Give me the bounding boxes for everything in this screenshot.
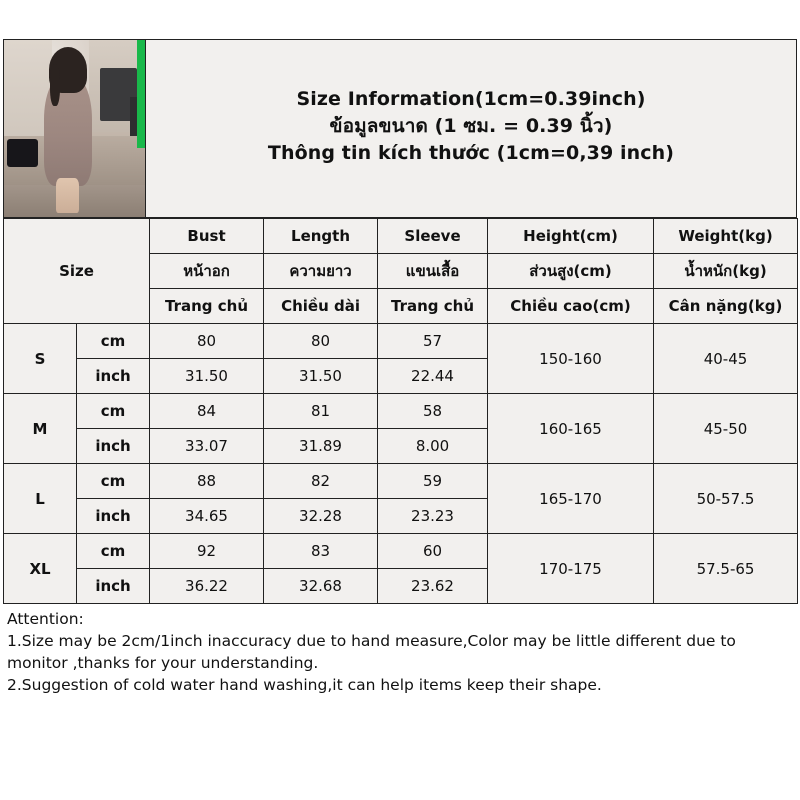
photo-wall-left: [4, 40, 52, 143]
cell-bust-inch: 33.07: [149, 428, 265, 464]
cell-sleeve-inch: 23.62: [377, 568, 489, 604]
title-vi: Thông tin kích thước (1cm=0,39 inch): [267, 142, 675, 165]
product-photo-cell: [4, 40, 146, 217]
row-size-m: M: [3, 393, 77, 464]
header-length-th: ความยาว: [263, 253, 379, 289]
cell-sleeve-inch: 22.44: [377, 358, 489, 394]
cell-length-inch: 31.89: [263, 428, 379, 464]
row-unit-inch: inch: [75, 498, 151, 534]
cell-weight: 40-45: [653, 323, 799, 394]
header-length-vi: Chiều dài: [263, 288, 379, 324]
header-weight-vi: Cân nặng(kg): [653, 288, 799, 324]
cell-bust-inch: 36.22: [149, 568, 265, 604]
header-height-en: Height(cm): [487, 218, 655, 254]
header-band: Size Information(1cm=0.39inch) ข้อมูลขนา…: [3, 39, 797, 218]
cell-bust-inch: 34.65: [149, 498, 265, 534]
row-unit-inch: inch: [75, 428, 151, 464]
cell-length-cm: 80: [263, 323, 379, 359]
cell-length-cm: 83: [263, 533, 379, 569]
cell-sleeve-cm: 59: [377, 463, 489, 499]
cell-bust-cm: 92: [149, 533, 265, 569]
header-size-word: Size: [2, 218, 151, 324]
cell-sleeve-cm: 58: [377, 393, 489, 429]
row-size-xl: XL: [3, 533, 77, 604]
header-height-th: ส่วนสูง(cm): [487, 253, 655, 289]
header-weight-en: Weight(kg): [653, 218, 799, 254]
cell-bust-cm: 84: [149, 393, 265, 429]
table-row: L cm 88 82 59 165-170 50-57.5: [3, 463, 799, 534]
table-row: S cm 80 80 57 150-160 40-45: [3, 323, 799, 394]
row-unit-inch: inch: [75, 568, 151, 604]
attention-line-3: 2.Suggestion of cold water hand washing,…: [7, 676, 602, 694]
cell-length-inch: 32.28: [263, 498, 379, 534]
cell-height: 160-165: [487, 393, 655, 464]
row-size-l: L: [3, 463, 77, 534]
cell-sleeve-cm: 60: [377, 533, 489, 569]
table-row: M cm 84 81 58 160-165 45-50: [3, 393, 799, 464]
cell-length-inch: 31.50: [263, 358, 379, 394]
size-table: Size Bust Length Sleeve Height(cm) Weigh…: [2, 218, 799, 604]
title-th: ข้อมูลขนาด (1 ซม. = 0.39 นิ้ว): [329, 114, 613, 137]
header-sleeve-en: Sleeve: [377, 218, 489, 254]
cell-bust-inch: 31.50: [149, 358, 265, 394]
photo-model-figure: [38, 47, 100, 214]
photo-handbag: [6, 139, 38, 168]
cell-sleeve-inch: 23.23: [377, 498, 489, 534]
table-row: inch 34.65 32.28 23.23: [4, 498, 798, 534]
cell-sleeve-inch: 8.00: [377, 428, 489, 464]
cell-bust-cm: 80: [149, 323, 265, 359]
row-unit-inch: inch: [75, 358, 151, 394]
photo-green-edge: [137, 40, 145, 148]
table-row: inch 31.50 31.50 22.44: [4, 358, 798, 394]
cell-height: 170-175: [487, 533, 655, 604]
header-height-vi: Chiều cao(cm): [487, 288, 655, 324]
model-photo: [4, 40, 145, 217]
header-bust-vi: Trang chủ: [149, 288, 265, 324]
row-unit-cm: cm: [75, 533, 151, 569]
cell-weight: 45-50: [653, 393, 799, 464]
attention-block: Attention: 1.Size may be 2cm/1inch inacc…: [3, 603, 797, 702]
header-weight-th: น้ำหนัก(kg): [653, 253, 799, 289]
photo-hair-side: [49, 63, 60, 106]
header-bust-en: Bust: [149, 218, 265, 254]
photo-legs: [56, 177, 79, 214]
cell-height: 150-160: [487, 323, 655, 394]
title-en: Size Information(1cm=0.39inch): [296, 87, 646, 110]
header-sleeve-vi: Trang chủ: [377, 288, 489, 324]
table-row: inch 36.22 32.68 23.62: [4, 568, 798, 604]
title-block: Size Information(1cm=0.39inch) ข้อมูลขนา…: [146, 40, 796, 217]
cell-bust-cm: 88: [149, 463, 265, 499]
cell-length-inch: 32.68: [263, 568, 379, 604]
row-unit-cm: cm: [75, 463, 151, 499]
table-header-row-en: Size Bust Length Sleeve Height(cm) Weigh…: [2, 218, 799, 324]
header-length-en: Length: [263, 218, 379, 254]
attention-line-2: monitor ,thanks for your understanding.: [7, 654, 319, 672]
attention-title: Attention:: [7, 610, 84, 628]
table-row: XL cm 92 83 60 170-175 57.5-65: [3, 533, 799, 604]
row-unit-cm: cm: [75, 393, 151, 429]
cell-length-cm: 82: [263, 463, 379, 499]
row-unit-cm: cm: [75, 323, 151, 359]
cell-weight: 57.5-65: [653, 533, 799, 604]
attention-line-1: 1.Size may be 2cm/1inch inaccuracy due t…: [7, 632, 736, 650]
table-row: inch 33.07 31.89 8.00: [4, 428, 798, 464]
cell-length-cm: 81: [263, 393, 379, 429]
cell-weight: 50-57.5: [653, 463, 799, 534]
header-sleeve-th: แขนเสื้อ: [377, 253, 489, 289]
header-bust-th: หน้าอก: [149, 253, 265, 289]
cell-sleeve-cm: 57: [377, 323, 489, 359]
cell-height: 165-170: [487, 463, 655, 534]
row-size-s: S: [3, 323, 77, 394]
